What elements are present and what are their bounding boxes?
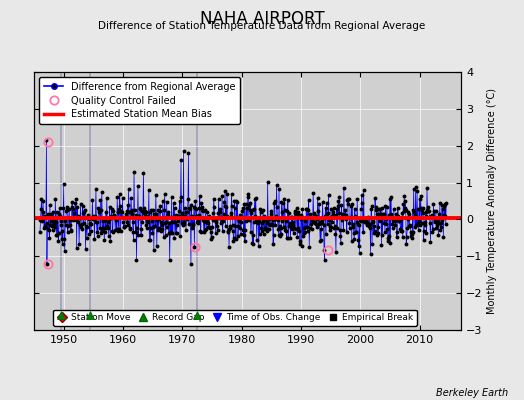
Text: Berkeley Earth: Berkeley Earth — [436, 388, 508, 398]
Legend: Station Move, Record Gap, Time of Obs. Change, Empirical Break: Station Move, Record Gap, Time of Obs. C… — [53, 310, 417, 326]
Text: Difference of Station Temperature Data from Regional Average: Difference of Station Temperature Data f… — [99, 21, 425, 31]
Text: NAHA AIRPORT: NAHA AIRPORT — [200, 10, 324, 28]
Y-axis label: Monthly Temperature Anomaly Difference (°C): Monthly Temperature Anomaly Difference (… — [487, 88, 497, 314]
